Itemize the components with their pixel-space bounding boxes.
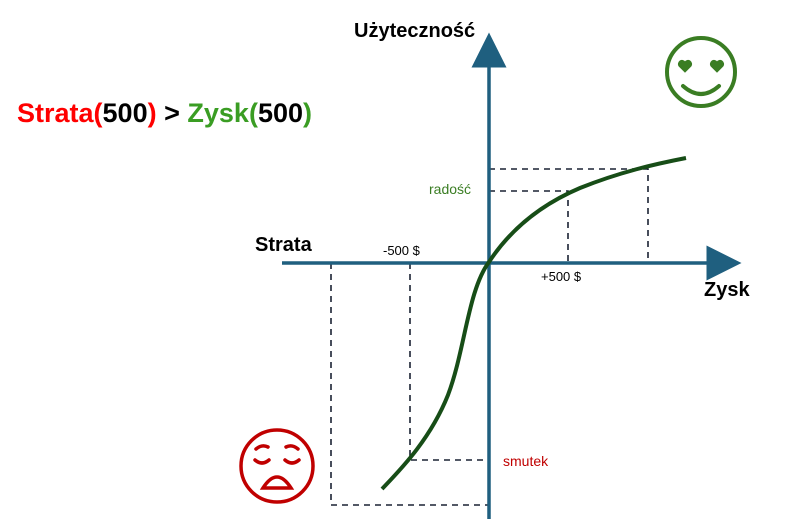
guide-loss-large: [330, 263, 489, 506]
x-axis-positive-label: Zysk: [704, 279, 750, 301]
joy-label: radość: [429, 181, 472, 197]
headline-operator: >: [164, 98, 180, 128]
headline-gain: Zysk: [187, 98, 249, 128]
heart-eyes-smiley-icon: [665, 36, 737, 108]
headline-loss: Strata: [17, 98, 94, 128]
guide-gain-500: [489, 190, 569, 263]
y-axis-label: Użyteczność: [354, 20, 476, 42]
tick-plus-500: +500 $: [541, 269, 582, 284]
guide-loss-500: [409, 263, 489, 461]
value-curve: [380, 156, 687, 491]
sadness-label: smutek: [503, 453, 549, 469]
guide-gain-large: [489, 168, 649, 263]
headline: Strata(500) > Zysk(500): [17, 98, 313, 128]
tick-minus-500: -500 $: [383, 243, 420, 258]
guide-lines: [330, 168, 649, 506]
x-axis-negative-label: Strata: [255, 234, 312, 256]
weary-face-icon: [239, 428, 315, 504]
